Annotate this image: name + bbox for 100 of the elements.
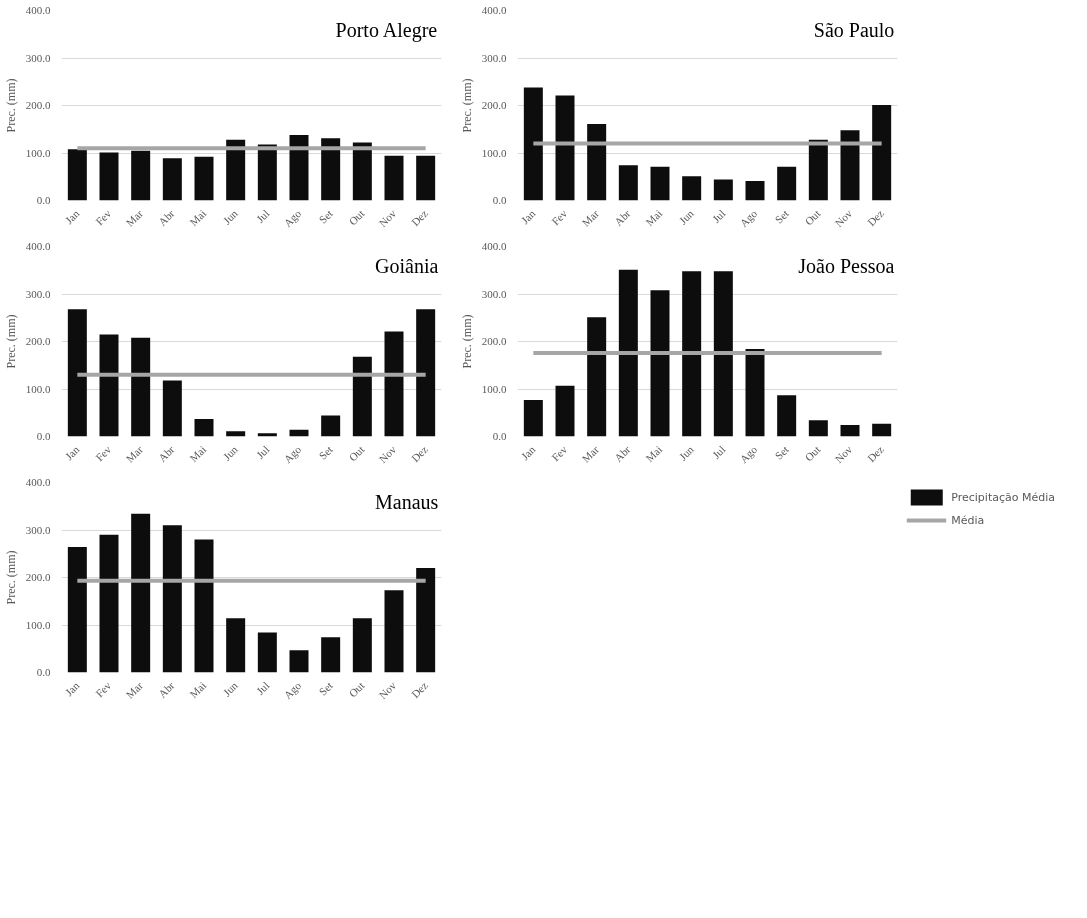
bar <box>226 431 246 437</box>
x-tick-label: Set <box>316 443 335 462</box>
bar <box>384 155 404 201</box>
bar <box>555 385 575 437</box>
y-axis-title: Prec. (mm) <box>459 78 474 133</box>
y-tick-label: 300.0 <box>25 51 51 64</box>
y-tick-label: 100.0 <box>481 382 507 395</box>
x-tick-label: Mai <box>643 207 665 229</box>
x-tick-label: Jun <box>220 678 241 699</box>
bar <box>257 632 277 673</box>
bar <box>587 124 607 201</box>
x-tick-label: Nov <box>376 442 399 466</box>
bar <box>67 149 87 201</box>
y-tick-label: 0.0 <box>492 430 507 442</box>
bar <box>384 590 404 673</box>
x-tick-label: Dez <box>864 207 886 229</box>
x-tick-label: Ago <box>281 678 304 702</box>
y-tick-label: 200.0 <box>25 571 51 583</box>
bar <box>872 105 892 201</box>
bar <box>289 134 309 201</box>
x-tick-label: Mai <box>643 443 665 465</box>
y-tick-label: 200.0 <box>25 335 51 347</box>
bar <box>682 271 702 437</box>
bar <box>131 150 151 201</box>
bar <box>682 176 702 201</box>
bar <box>416 568 436 673</box>
x-tick-label: Jun <box>220 442 241 463</box>
x-tick-label: Mai <box>187 443 209 465</box>
x-tick-label: Out <box>802 443 823 464</box>
y-tick-label: 100.0 <box>25 618 51 631</box>
x-tick-label: Dez <box>864 443 886 465</box>
bar <box>745 349 765 437</box>
x-tick-label: Jan <box>62 206 82 227</box>
x-tick-label: Ago <box>281 206 304 230</box>
x-tick-label: Jan <box>62 442 82 463</box>
x-tick-label: Fev <box>549 442 570 464</box>
x-tick-label: Jul <box>710 443 728 461</box>
y-tick-label: 300.0 <box>481 51 507 64</box>
x-tick-label: Nov <box>376 206 399 230</box>
y-tick-label: 400.0 <box>25 4 51 16</box>
x-tick-label: Mai <box>187 679 209 701</box>
x-tick-label: Jun <box>220 206 241 227</box>
bar <box>416 155 436 201</box>
chart-title: Manaus <box>375 490 439 513</box>
bar <box>321 138 341 201</box>
bar <box>226 618 246 673</box>
x-tick-label: Ago <box>737 206 760 230</box>
x-tick-label: Out <box>346 679 367 700</box>
bar <box>872 423 892 437</box>
bar <box>808 420 828 437</box>
x-tick-label: Jun <box>676 206 697 227</box>
chart-title: São Paulo <box>813 18 895 41</box>
x-tick-label: Out <box>346 443 367 464</box>
bar <box>99 534 119 673</box>
y-tick-label: 400.0 <box>25 240 51 252</box>
legend-label: Média <box>951 513 985 527</box>
y-tick-label: 100.0 <box>25 382 51 395</box>
x-tick-label: Jul <box>254 443 272 461</box>
bar <box>745 181 765 201</box>
bar <box>713 271 733 437</box>
bar <box>416 309 436 437</box>
x-tick-label: Nov <box>376 678 399 702</box>
x-tick-label: Abr <box>155 207 177 228</box>
x-tick-label: Mai <box>187 207 209 229</box>
x-tick-label: Mar <box>123 679 146 701</box>
x-tick-label: Jul <box>710 207 728 225</box>
y-tick-label: 0.0 <box>36 666 51 678</box>
x-tick-label: Nov <box>832 442 855 466</box>
x-tick-label: Dez <box>408 207 430 229</box>
x-tick-label: Jan <box>62 678 82 699</box>
bar <box>194 418 214 437</box>
y-axis-title: Prec. (mm) <box>3 78 18 133</box>
bar <box>162 380 182 437</box>
y-tick-label: 200.0 <box>481 335 507 347</box>
chart-title: João Pessoa <box>798 254 895 277</box>
x-tick-label: Nov <box>832 206 855 230</box>
bar <box>321 415 341 437</box>
x-tick-label: Abr <box>611 207 633 228</box>
bar <box>131 337 151 437</box>
x-tick-label: Out <box>346 207 367 228</box>
x-tick-label: Ago <box>281 442 304 466</box>
bar <box>777 166 797 201</box>
bar <box>555 95 575 201</box>
y-tick-label: 100.0 <box>481 146 507 159</box>
bar <box>650 290 670 437</box>
bar <box>840 425 860 437</box>
x-tick-label: Set <box>772 443 791 462</box>
bar <box>226 139 246 201</box>
bar <box>321 637 341 673</box>
bar <box>194 156 214 201</box>
y-tick-label: 0.0 <box>36 194 51 206</box>
y-tick-label: 200.0 <box>25 99 51 111</box>
x-tick-label: Set <box>316 207 335 226</box>
bar <box>352 356 372 437</box>
x-tick-label: Set <box>316 679 335 698</box>
y-tick-label: 400.0 <box>481 240 507 252</box>
bar <box>162 158 182 201</box>
y-tick-label: 200.0 <box>481 99 507 111</box>
x-tick-label: Abr <box>155 443 177 464</box>
y-tick-label: 400.0 <box>25 476 51 488</box>
